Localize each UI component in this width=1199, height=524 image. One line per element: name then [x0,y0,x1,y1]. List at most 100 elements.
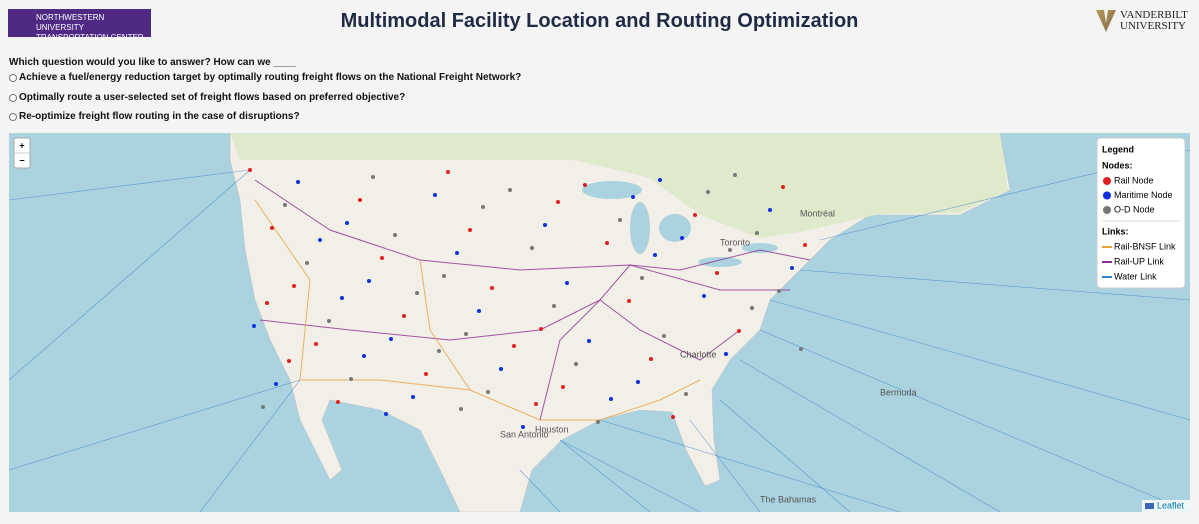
northwestern-logo: NORTHWESTERN UNIVERSITY TRANSPORTATION C… [8,9,151,42]
node [609,397,613,401]
page-title: Multimodal Facility Location and Routing… [340,10,859,32]
node [574,362,578,366]
rail-link [419,259,471,391]
node [539,327,543,331]
node [671,415,675,419]
node [693,213,697,217]
attribution[interactable]: Leaflet [1157,500,1185,510]
rail-link [539,299,741,421]
legend-label: Water Link [1114,271,1157,281]
place-label: Charlotte [680,349,717,359]
leaflet-flag [1145,503,1154,509]
legend-swatch [1103,177,1111,185]
lake [659,214,691,242]
radio[interactable] [9,73,17,82]
node [790,266,794,270]
node [433,193,437,197]
node [464,332,468,336]
node [777,289,781,293]
node [389,337,393,341]
node [481,205,485,209]
canada [230,133,1008,238]
node [596,420,600,424]
node [605,241,609,245]
node [292,284,296,288]
node [477,309,481,313]
node [296,180,300,184]
node [345,221,349,225]
place-label: Houston [535,424,569,434]
node [349,377,353,381]
water-link [519,469,561,512]
place-label: Bermuda [880,387,917,397]
zoom-out[interactable]: − [19,155,24,165]
place-label: The Bahamas [760,494,817,504]
node [512,344,516,348]
node [565,281,569,285]
option-label: Achieve a fuel/energy reduction target b… [19,72,522,83]
node [252,324,256,328]
node [640,276,644,280]
node [437,349,441,353]
node [318,238,322,242]
lake [698,257,742,267]
node [411,395,415,399]
legend-label: Rail-BNSF Link [1114,241,1176,251]
option[interactable]: Achieve a fuel/energy reduction target b… [9,72,521,83]
legend-label: Rail-UP Link [1114,256,1164,266]
node [402,314,406,318]
node [733,173,737,177]
node [336,400,340,404]
node [706,190,710,194]
node [781,185,785,189]
water-link [9,169,251,201]
water-link [769,299,1190,421]
node [631,195,635,199]
water-link [9,379,301,471]
node [728,248,732,252]
node [380,256,384,260]
node [358,198,362,202]
option[interactable]: Re-optimize freight flow routing in the … [9,111,300,122]
vanderbilt-logo: VANDERBILT UNIVERSITY [1096,10,1188,32]
node [543,223,547,227]
place-label: San Antonio [500,429,549,439]
node [283,203,287,207]
question-prompt: Which question would you like to answer?… [9,57,296,68]
node [270,226,274,230]
node [530,246,534,250]
water-link [559,439,651,512]
node [587,339,591,343]
radio[interactable] [9,93,17,102]
node [287,359,291,363]
node [248,168,252,172]
node [499,367,503,371]
option[interactable]: Optimally route a user-selected set of f… [9,92,405,103]
water-link [799,269,1190,301]
water-link [9,169,251,381]
node [327,319,331,323]
node [803,243,807,247]
node [561,385,565,389]
legend-label: Rail Node [1114,175,1154,185]
node [446,170,450,174]
water-link [759,329,1190,512]
node [371,175,375,179]
node [261,405,265,409]
option-label: Optimally route a user-selected set of f… [19,92,406,103]
legend-label: O-D Node [1114,204,1155,214]
place-label: Montréal [800,208,835,218]
node [521,425,525,429]
zoom-in[interactable]: + [19,140,24,150]
water-link [599,419,901,512]
water-link [719,399,851,512]
node [702,294,706,298]
logo-line: TRANSPORTATION CENTER [36,33,144,42]
node [459,407,463,411]
legend-heading: Links: [1102,226,1129,236]
node [684,392,688,396]
legend-box [1096,137,1186,289]
node [455,251,459,255]
radio[interactable] [9,112,17,121]
